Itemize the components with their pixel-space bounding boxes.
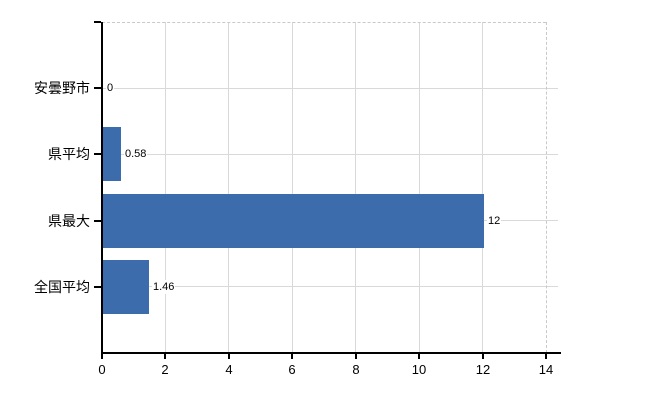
- plot-border-top: [102, 22, 546, 23]
- category-label: 県最大: [48, 213, 90, 229]
- x-axis-tick: [545, 353, 547, 359]
- x-axis-tick: [228, 353, 230, 359]
- category-label: 全国平均: [34, 279, 90, 295]
- x-axis-tick: [101, 353, 103, 359]
- y-axis-tick: [94, 220, 101, 222]
- x-axis-tick-label: 14: [538, 362, 554, 377]
- bar: [103, 260, 149, 314]
- bar: [103, 127, 121, 181]
- y-axis-line: [101, 22, 103, 353]
- y-axis-end-tick: [94, 21, 101, 23]
- h-gridline: [102, 87, 558, 89]
- v-gridline: [418, 22, 420, 353]
- plot-border-right: [546, 22, 547, 353]
- bar-value-label: 0.58: [124, 147, 148, 161]
- x-axis-tick-label: 8: [352, 362, 360, 377]
- v-gridline: [482, 22, 484, 353]
- y-axis-tick: [94, 153, 101, 155]
- bar-value-label: 1.46: [152, 280, 176, 294]
- x-axis-tick-label: 10: [411, 362, 427, 377]
- x-axis-tick: [291, 353, 293, 359]
- x-axis-tick: [164, 353, 166, 359]
- h-gridline: [102, 286, 558, 288]
- bar-value-label: 0: [106, 81, 115, 95]
- x-axis-tick-label: 4: [225, 362, 233, 377]
- y-axis-tick: [94, 87, 101, 89]
- x-axis-tick: [482, 353, 484, 359]
- v-gridline: [291, 22, 293, 353]
- x-axis-tick-label: 0: [98, 362, 106, 377]
- v-gridline: [355, 22, 357, 353]
- x-axis-tick: [418, 353, 420, 359]
- category-label: 県平均: [48, 146, 90, 162]
- v-gridline: [164, 22, 166, 353]
- x-axis-line: [101, 352, 561, 354]
- v-gridline: [228, 22, 230, 353]
- bar-value-label: 12: [487, 214, 502, 228]
- y-axis-tick: [94, 286, 101, 288]
- bar: [103, 194, 484, 248]
- category-label: 安曇野市: [34, 80, 90, 96]
- x-axis-tick-label: 2: [161, 362, 169, 377]
- x-axis-tick-label: 12: [475, 362, 491, 377]
- x-axis-tick-label: 6: [288, 362, 296, 377]
- h-gridline: [102, 153, 558, 155]
- x-axis-tick: [355, 353, 357, 359]
